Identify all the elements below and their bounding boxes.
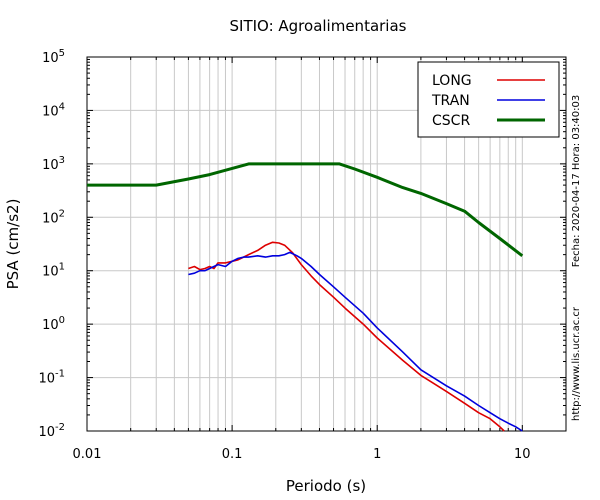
x-axis-label: Periodo (s) — [286, 477, 366, 495]
x-tick-label: 1 — [373, 447, 381, 462]
series-tran-line — [188, 251, 523, 432]
x-tick-labels: 0.01 0.1 1 10 — [73, 447, 531, 462]
plot-frame — [86, 56, 567, 432]
x-tick-label: 10 — [514, 447, 531, 462]
legend-label-cscr: CSCR — [432, 113, 470, 129]
y-tick-label: 101 — [42, 262, 65, 280]
x-tick-label: 0.1 — [222, 447, 243, 462]
y-tick-label: 10-2 — [38, 422, 65, 440]
series-cscr-line — [87, 162, 524, 257]
y-tick-labels: 10-2 10-1 100 101 102 103 104 105 — [38, 48, 65, 440]
axis-ticks — [87, 56, 566, 432]
chart-title: SITIO: Agroalimentarias — [230, 17, 407, 35]
y-tick-label: 104 — [42, 101, 65, 119]
y-axis-label: PSA (cm/s2) — [4, 199, 22, 290]
legend: LONG TRAN CSCR — [417, 61, 560, 138]
y-tick-label: 103 — [42, 155, 65, 173]
date-label: Fecha: 2020-04-17 Hora: 03:40:03 — [571, 95, 582, 268]
y-tick-label: 102 — [42, 208, 65, 226]
url-label: http://www.lis.ucr.ac.cr — [571, 306, 582, 421]
y-tick-label: 10-1 — [38, 369, 65, 387]
legend-label-tran: TRAN — [431, 93, 470, 109]
series-layer — [87, 162, 524, 432]
x-tick-label: 0.01 — [73, 447, 102, 462]
legend-label-long: LONG — [432, 73, 472, 89]
y-tick-label: 105 — [42, 48, 65, 66]
y-tick-label: 100 — [42, 315, 65, 333]
